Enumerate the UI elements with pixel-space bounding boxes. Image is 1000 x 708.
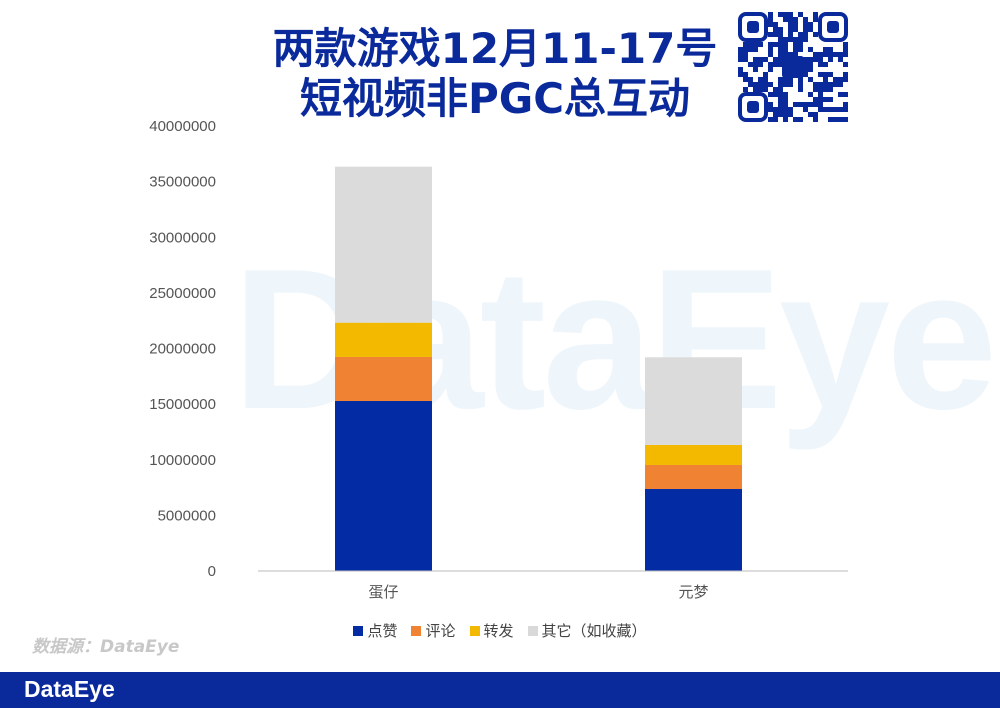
y-tick-label: 5000000 xyxy=(158,507,216,524)
y-tick-label: 40000000 xyxy=(149,118,216,135)
y-tick-label: 30000000 xyxy=(149,229,216,246)
legend-swatch xyxy=(469,625,480,636)
legend-swatch xyxy=(411,625,422,636)
y-tick-label: 10000000 xyxy=(149,452,216,469)
bar-segment xyxy=(645,444,742,465)
bar-segment xyxy=(335,401,432,571)
y-tick-label: 25000000 xyxy=(149,285,216,302)
source-note: 数据源：DataEye xyxy=(32,637,180,657)
legend-item: 评论 xyxy=(411,620,456,641)
legend-label: 评论 xyxy=(425,622,456,640)
y-tick-label: 20000000 xyxy=(149,341,216,358)
bar-segment xyxy=(335,356,432,402)
bar-segment xyxy=(645,357,742,445)
bar-segment xyxy=(645,464,742,490)
title-line-2: 短视频非PGC总互动 xyxy=(299,74,691,123)
footer-logo: DataEye xyxy=(24,676,115,702)
bar-segment xyxy=(645,489,742,571)
legend-item: 转发 xyxy=(469,620,514,641)
bar-segment xyxy=(335,322,432,357)
legend-label: 点赞 xyxy=(367,622,398,640)
legend: 点赞 评论 转发 其它（如收藏） xyxy=(0,620,1000,641)
x-tick-label: 蛋仔 xyxy=(368,583,398,601)
chart-title: 两款游戏12月11-17号 短视频非PGC总互动 xyxy=(200,24,790,124)
legend-label: 转发 xyxy=(483,622,514,640)
qr-code xyxy=(738,12,848,122)
bar-segment xyxy=(335,166,432,323)
y-tick-label: 15000000 xyxy=(149,396,216,413)
legend-label: 其它（如收藏） xyxy=(541,622,647,640)
legend-swatch xyxy=(353,625,364,636)
footer-bar: DataEye xyxy=(0,672,1000,708)
title-line-1: 两款游戏12月11-17号 xyxy=(272,24,718,73)
y-tick-label: 35000000 xyxy=(149,174,216,191)
legend-item: 点赞 xyxy=(353,620,397,641)
legend-swatch xyxy=(527,625,538,636)
x-tick-label: 元梦 xyxy=(678,583,708,601)
y-tick-label: 0 xyxy=(208,563,216,580)
legend-item: 其它（如收藏） xyxy=(527,620,647,641)
